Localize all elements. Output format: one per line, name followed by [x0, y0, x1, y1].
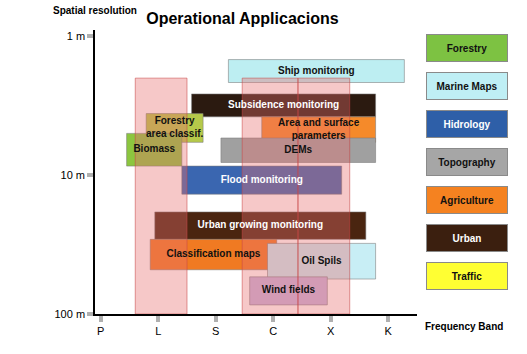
svg-text:Topography: Topography: [438, 157, 495, 168]
svg-text:Biomass: Biomass: [133, 143, 175, 154]
svg-text:Area and surfaceparameters: Area and surfaceparameters: [278, 117, 360, 141]
svg-text:K: K: [385, 325, 393, 337]
svg-text:Oil Spils: Oil Spils: [302, 255, 342, 266]
svg-text:Wind fields: Wind fields: [262, 284, 316, 295]
svg-text:X: X: [327, 325, 335, 337]
svg-text:S: S: [212, 325, 219, 337]
svg-text:Subsidence monitoring: Subsidence monitoring: [228, 99, 339, 110]
svg-text:Forestryarea classif.: Forestryarea classif.: [146, 115, 203, 139]
svg-text:Operational Applicacions: Operational Applicacions: [146, 10, 338, 27]
svg-text:Hidrology: Hidrology: [443, 119, 490, 130]
svg-text:Flood monitoring: Flood monitoring: [221, 174, 303, 185]
svg-text:100 m: 100 m: [54, 308, 85, 320]
svg-text:Forestry: Forestry: [447, 43, 487, 54]
svg-text:Traffic: Traffic: [452, 271, 482, 282]
svg-text:Ship monitoring: Ship monitoring: [278, 65, 355, 76]
svg-text:Spatial resolution: Spatial resolution: [53, 5, 137, 16]
svg-text:Frequency Band: Frequency Band: [425, 321, 503, 332]
svg-text:1 m: 1 m: [67, 30, 85, 42]
svg-text:Urban: Urban: [453, 233, 482, 244]
svg-text:P: P: [97, 325, 104, 337]
svg-text:Classification maps: Classification maps: [166, 248, 260, 259]
svg-text:Urban growing monitoring: Urban growing monitoring: [198, 219, 324, 230]
svg-text:C: C: [269, 325, 277, 337]
svg-text:Agriculture: Agriculture: [440, 195, 494, 206]
svg-text:Marine Maps: Marine Maps: [436, 81, 497, 92]
svg-text:DEMs: DEMs: [284, 144, 312, 155]
svg-text:L: L: [155, 325, 161, 337]
svg-text:10 m: 10 m: [61, 169, 85, 181]
